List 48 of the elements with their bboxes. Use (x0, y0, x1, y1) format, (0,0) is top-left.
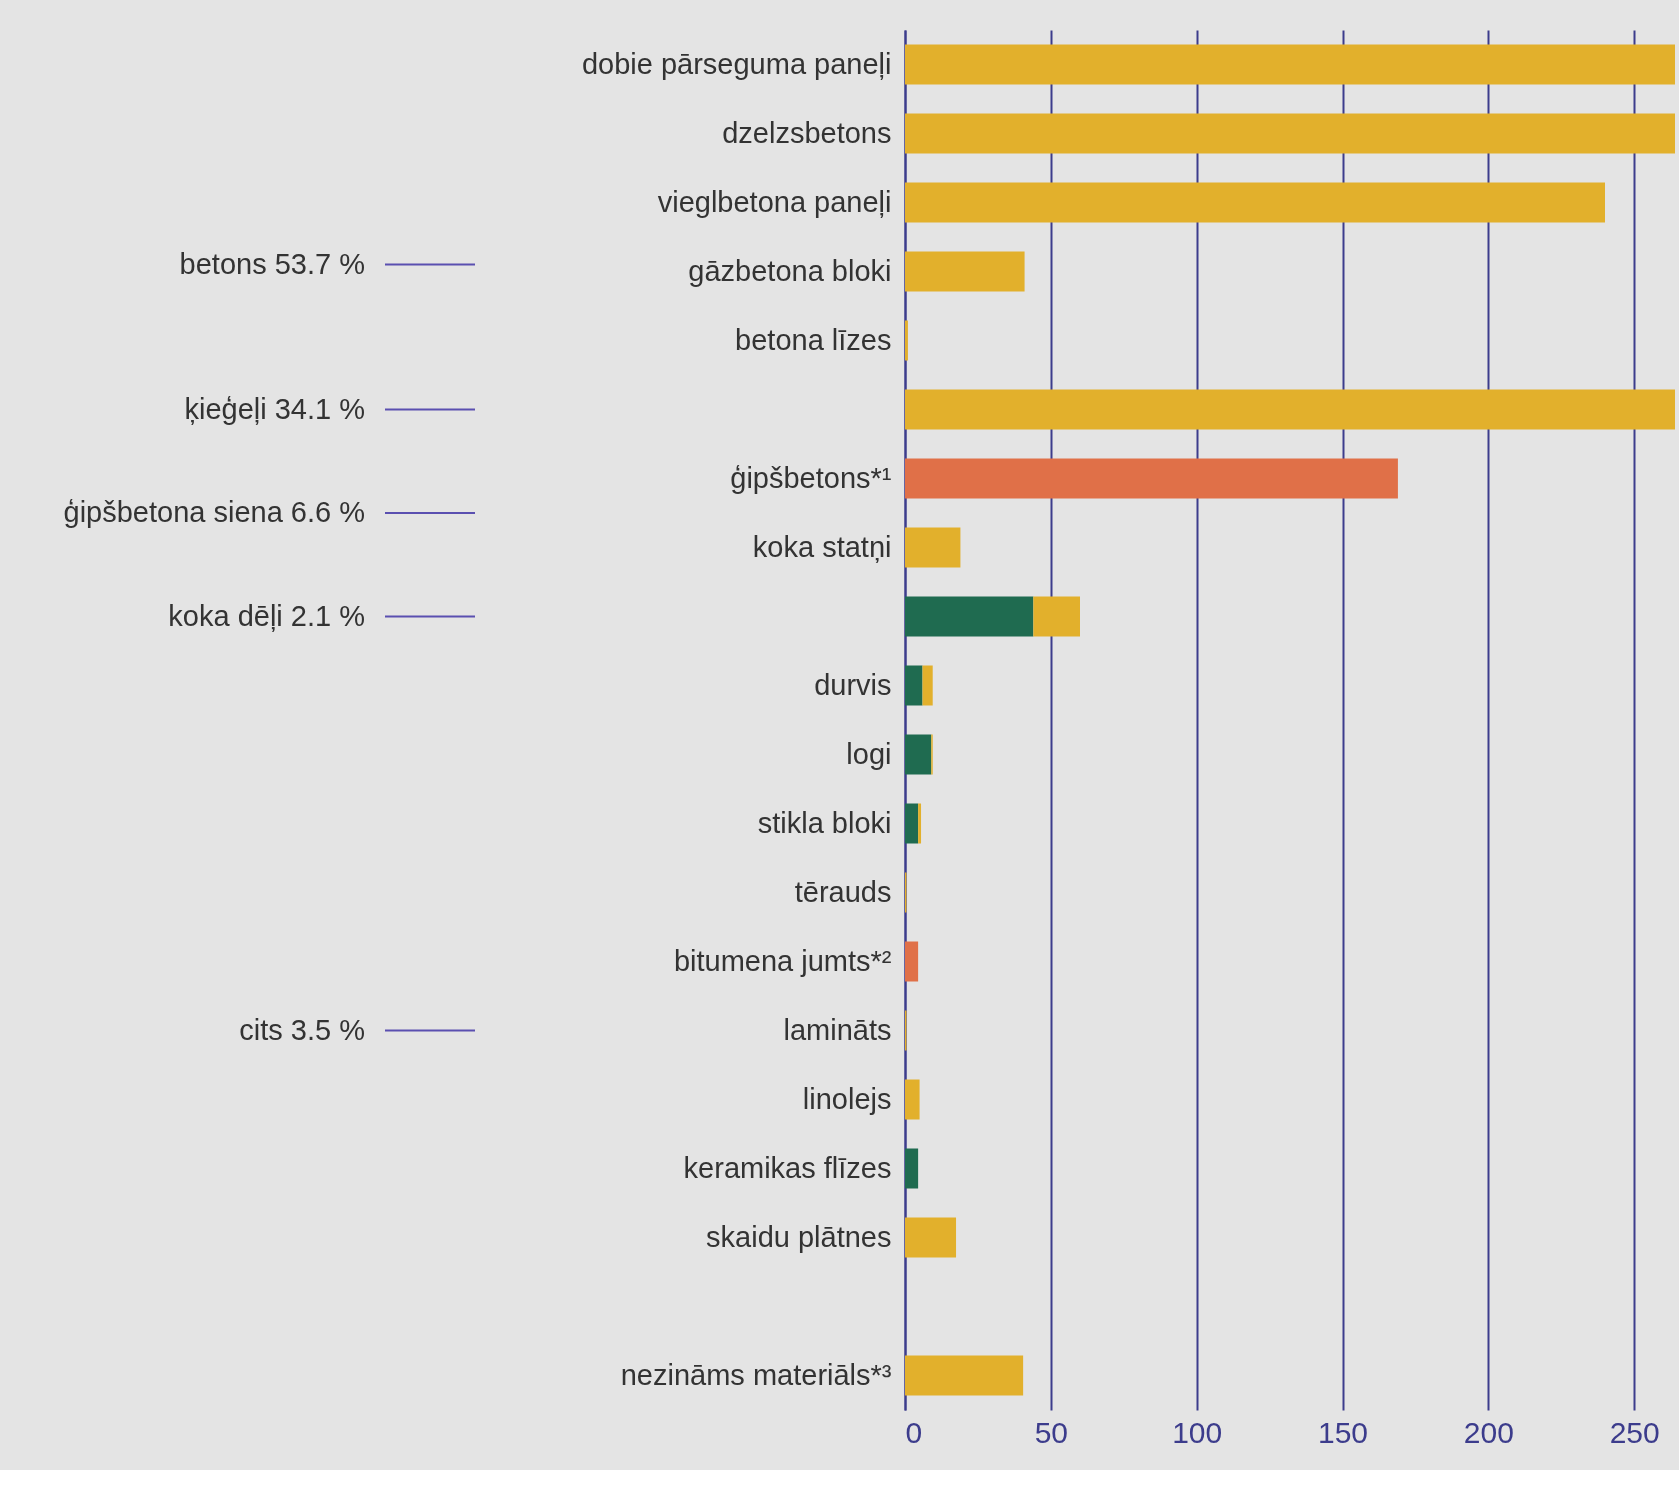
text: koka dēļi 2.1 % (168, 599, 365, 632)
bar (922, 665, 933, 706)
y-tick-label: koka statņi (752, 530, 892, 563)
y-tick-label: betona līzes (735, 323, 892, 356)
y-tick-label: stikla bloki (757, 806, 892, 839)
bar (905, 251, 1025, 292)
text: ķieģeļi 34.1 % (184, 392, 365, 425)
y-tick-label: bitumena jumts*² (673, 944, 892, 977)
bar (905, 1079, 920, 1120)
y-tick-label: nezināms materiāls*³ (620, 1358, 892, 1391)
y-tick-label: dzelzsbetons (722, 116, 892, 149)
text: cits 3.5 % (239, 1013, 365, 1046)
y-tick-label: tērauds (794, 875, 892, 908)
y-tick-label: keramikas flīzes (683, 1151, 892, 1184)
y-tick-label: ģipšbetons*¹ (730, 461, 892, 494)
y-tick-label: durvis (814, 668, 892, 701)
x-tick-label: 250 (1609, 1415, 1660, 1449)
bar (905, 389, 1675, 430)
x-tick-label: 50 (1034, 1415, 1069, 1449)
y-tick-label: linolejs (802, 1082, 892, 1115)
bar (905, 734, 932, 775)
y-tick-label: lamināts (783, 1013, 892, 1046)
bar (905, 1148, 919, 1189)
text: betons 53.7 % (179, 247, 365, 280)
x-tick-label: 200 (1463, 1415, 1514, 1449)
bar (905, 1217, 957, 1258)
bar (905, 941, 919, 982)
bar (905, 1355, 1024, 1396)
bar (905, 665, 923, 706)
x-tick-label: 100 (1172, 1415, 1223, 1449)
x-tick-label: 150 (1317, 1415, 1369, 1449)
y-tick-label: gāzbetona bloki (688, 254, 892, 287)
y-tick-label: dobie pārseguma paneļi (581, 47, 892, 80)
bar (918, 803, 922, 844)
bar (905, 44, 1675, 85)
bar (905, 527, 961, 568)
bar (905, 113, 1675, 154)
text: ģipšbetona siena 6.6 % (63, 496, 365, 528)
bar (1033, 596, 1080, 637)
bar (905, 458, 1398, 499)
bar (905, 803, 919, 844)
bar (905, 596, 1034, 637)
bar (905, 320, 908, 361)
y-tick-label: vieglbetona paneļi (657, 185, 892, 218)
y-tick-label: logi (846, 737, 892, 770)
y-tick-label: skaidu plātnes (706, 1220, 892, 1253)
bar (905, 182, 1605, 223)
x-tick-label: 0 (905, 1415, 923, 1449)
